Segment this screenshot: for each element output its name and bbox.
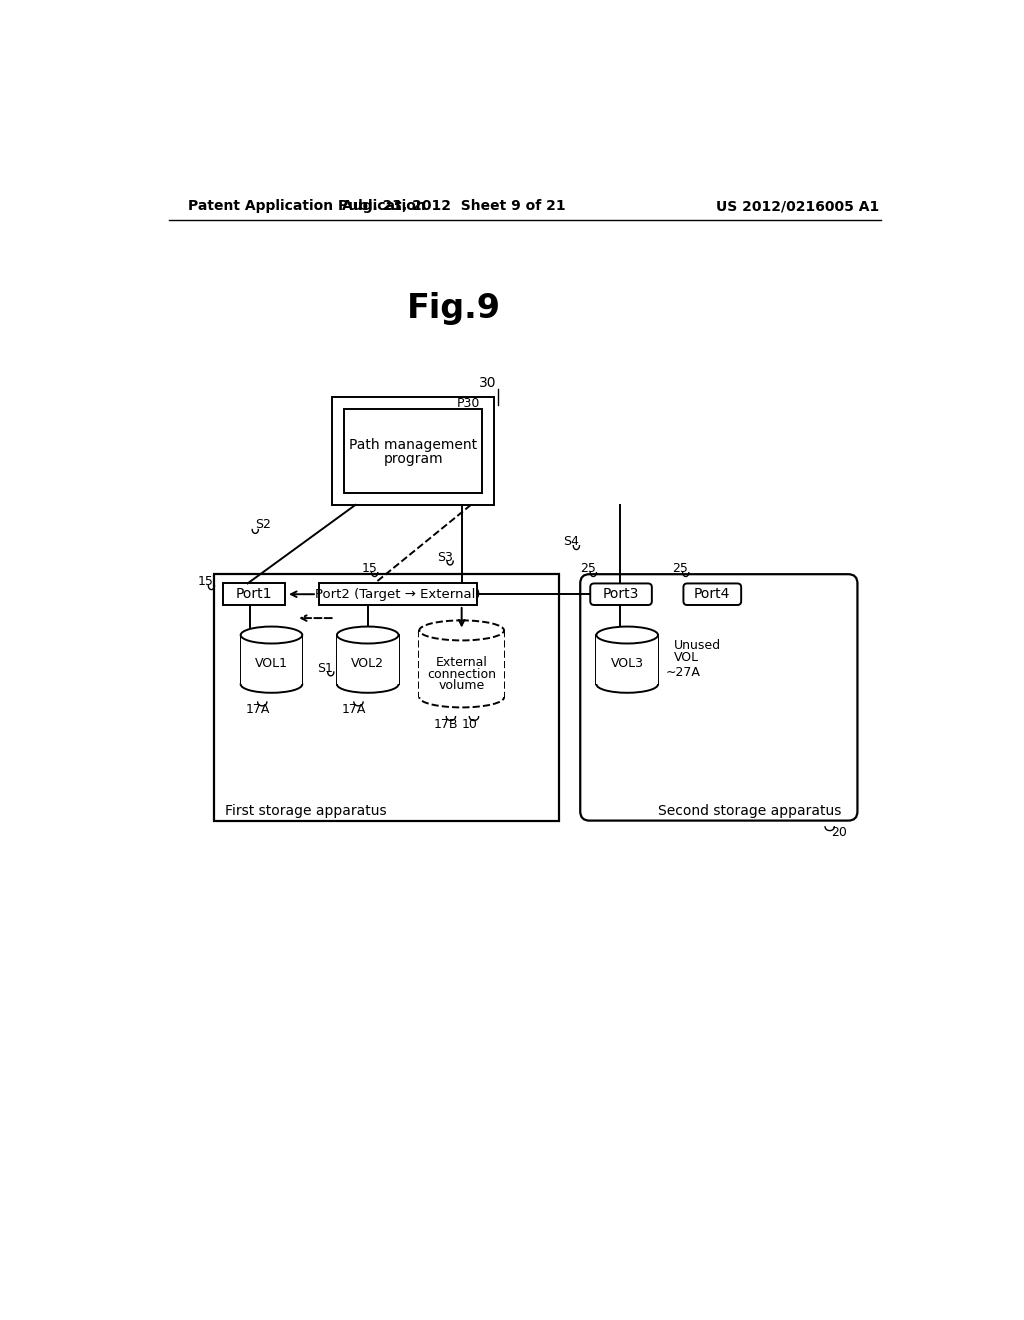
FancyBboxPatch shape	[590, 583, 652, 605]
Text: connection: connection	[427, 668, 497, 681]
Bar	[419, 631, 504, 697]
Text: Aug. 23, 2012  Sheet 9 of 21: Aug. 23, 2012 Sheet 9 of 21	[342, 199, 566, 213]
Text: 20: 20	[831, 825, 847, 838]
Text: VOL3: VOL3	[610, 657, 644, 671]
Ellipse shape	[596, 627, 658, 644]
Text: Path management: Path management	[349, 438, 477, 451]
FancyBboxPatch shape	[344, 409, 482, 494]
Text: ∼27A: ∼27A	[666, 667, 700, 680]
Text: 30: 30	[479, 376, 497, 391]
Bar	[241, 635, 302, 684]
Text: 10: 10	[462, 718, 477, 731]
FancyBboxPatch shape	[214, 574, 559, 821]
Text: S1: S1	[317, 661, 333, 675]
Text: First storage apparatus: First storage apparatus	[225, 804, 387, 818]
Text: S4: S4	[563, 536, 579, 548]
FancyBboxPatch shape	[333, 397, 494, 506]
Text: Port4: Port4	[694, 587, 730, 601]
Text: VOL2: VOL2	[351, 657, 384, 671]
Text: Second storage apparatus: Second storage apparatus	[658, 804, 842, 818]
Ellipse shape	[419, 688, 504, 708]
Ellipse shape	[241, 676, 302, 693]
FancyBboxPatch shape	[319, 583, 477, 605]
Text: 17B: 17B	[434, 718, 459, 731]
Text: Port2 (Target → External): Port2 (Target → External)	[315, 587, 481, 601]
Text: Port1: Port1	[236, 587, 272, 601]
Ellipse shape	[419, 620, 504, 640]
Text: 17A: 17A	[246, 704, 269, 717]
Ellipse shape	[596, 676, 658, 693]
Bar	[241, 676, 302, 684]
Text: S2: S2	[255, 519, 271, 532]
Ellipse shape	[337, 676, 398, 693]
Bar	[419, 688, 504, 697]
Text: Port3: Port3	[603, 587, 639, 601]
FancyBboxPatch shape	[581, 574, 857, 821]
Text: S3: S3	[437, 550, 453, 564]
Text: 17A: 17A	[342, 704, 366, 717]
Bar	[596, 676, 658, 684]
Text: 25: 25	[580, 562, 596, 576]
Bar	[337, 635, 398, 684]
Text: US 2012/0216005 A1: US 2012/0216005 A1	[716, 199, 879, 213]
Ellipse shape	[241, 627, 302, 644]
Text: Unused: Unused	[674, 639, 721, 652]
Text: 25: 25	[673, 562, 688, 576]
Text: program: program	[383, 451, 443, 466]
Bar	[596, 635, 658, 684]
Text: VOL: VOL	[674, 651, 699, 664]
Text: VOL1: VOL1	[255, 657, 288, 671]
Ellipse shape	[337, 627, 398, 644]
Text: P30: P30	[457, 397, 480, 409]
Bar	[337, 676, 398, 684]
Text: Patent Application Publication: Patent Application Publication	[188, 199, 426, 213]
Text: 15: 15	[361, 562, 377, 576]
FancyBboxPatch shape	[683, 583, 741, 605]
Text: volume: volume	[438, 680, 484, 693]
Text: Fig.9: Fig.9	[407, 292, 501, 325]
FancyBboxPatch shape	[223, 583, 285, 605]
Text: External: External	[436, 656, 487, 669]
Text: 15: 15	[198, 576, 214, 589]
